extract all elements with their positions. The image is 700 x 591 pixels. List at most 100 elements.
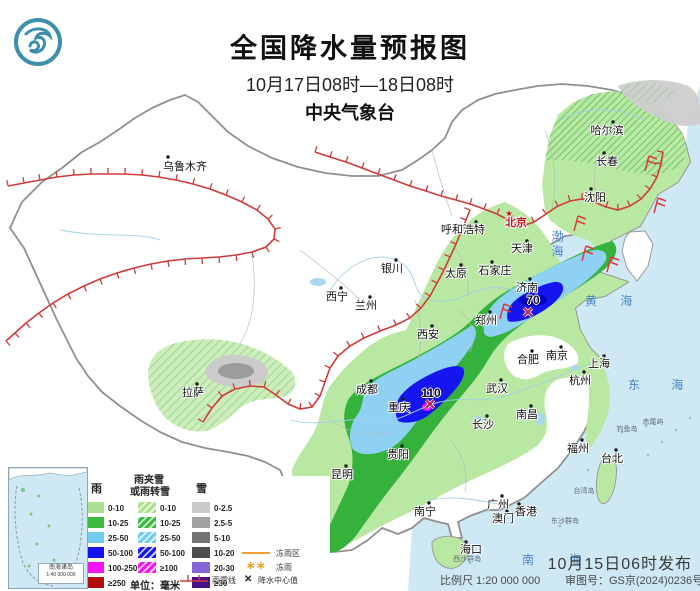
- legend-sleet-title-2: 或雨转雪: [130, 487, 170, 498]
- island-label-chiweiyu: 赤尾屿: [642, 419, 664, 426]
- inset-title-box: 南海诸岛 1:40 000 000: [38, 563, 84, 584]
- legend-label-sleet-4: ≥100: [160, 564, 178, 573]
- legend-swatch-rain-4: [86, 562, 104, 573]
- city-label-jinan: 济南: [516, 282, 538, 294]
- publish-time: 10月15日06时发布: [547, 556, 692, 573]
- legend-label-snow-5: ≥30: [214, 579, 228, 588]
- legend-center-value-label: 降水中心值: [258, 576, 298, 585]
- legend-swatch-sleet-3: [138, 547, 156, 558]
- city-label-tianjin: 天津: [511, 243, 533, 255]
- city-label-chongqing: 重庆: [388, 402, 410, 414]
- city-label-xianggang: 香港: [515, 506, 537, 518]
- island-label-taiwan: 台湾岛: [573, 488, 595, 495]
- legend-swatch-rain-0: [86, 502, 104, 513]
- city-label-changchun: 长春: [596, 156, 618, 168]
- city-label-kunming: 昆明: [331, 469, 353, 481]
- sea-label-donghai: 东 海: [628, 378, 698, 392]
- precip-value-chongqing: 110: [421, 386, 441, 400]
- freezing-rain-icon: ∗∗: [246, 560, 267, 572]
- center-value-icon: ✕: [244, 574, 253, 585]
- legend-label-snow-3: 10-20: [214, 549, 235, 558]
- legend-swatch-snow-2: [192, 532, 210, 543]
- island-label-diaoyudao: 钓鱼岛: [616, 426, 638, 433]
- city-label-urumqi: 乌鲁木齐: [163, 161, 207, 173]
- island-label-dongsha: 东沙群岛: [551, 518, 579, 525]
- city-label-guangzhou: 广州: [487, 499, 509, 511]
- inset-scale: 1:40 000 000: [46, 572, 76, 579]
- city-label-xining: 西宁: [326, 291, 348, 303]
- sea-area: [408, 85, 700, 591]
- city-label-hefei: 合肥: [517, 354, 539, 366]
- city-label-aomen: 澳门: [492, 513, 514, 525]
- legend-label-rain-3: 50-100: [108, 549, 133, 558]
- city-label-nanjing: 南京: [546, 350, 568, 362]
- city-label-nanchang: 南昌: [516, 409, 538, 421]
- city-label-nanning: 南宁: [414, 506, 436, 518]
- legend-rain-snow-line-label: 雨雪线: [212, 576, 236, 585]
- rain-snow-line-icon: [180, 575, 208, 582]
- legend-freezing-label: 冻雨: [276, 563, 292, 572]
- legend-swatch-snow-5: [192, 577, 210, 588]
- south-china-sea-inset: 南海诸岛 1:40 000 000: [8, 467, 88, 589]
- legend-swatch-rain-2: [86, 532, 104, 543]
- legend: 雨 雨夹雪 或雨转雪 雪 0-10 10-25 25-50 50-100 100…: [84, 475, 330, 591]
- city-label-lanzhou: 兰州: [355, 300, 377, 312]
- small-islands: [468, 416, 692, 565]
- legend-label-snow-2: 5-10: [214, 534, 231, 543]
- legend-swatch-snow-1: [192, 517, 210, 528]
- legend-unit: 单位：毫米: [130, 581, 180, 591]
- legend-swatch-snow-3: [192, 547, 210, 558]
- legend-label-rain-5: ≥250: [108, 579, 126, 588]
- legend-label-sleet-3: 50-100: [160, 549, 185, 558]
- city-label-lhasa: 拉萨: [182, 387, 204, 399]
- cma-logo: [14, 18, 62, 66]
- legend-swatch-sleet-1: [138, 517, 156, 528]
- sea-label-nanhai: 南 海: [522, 553, 598, 567]
- legend-label-sleet-2: 25-50: [160, 534, 181, 543]
- legend-label-rain-4: 100-250: [108, 564, 138, 573]
- legend-label-rain-0: 0-10: [108, 504, 125, 513]
- inset-title: 南海诸岛: [48, 565, 73, 571]
- legend-label-snow-1: 2.5-5: [214, 519, 233, 528]
- city-label-fuzhou: 福州: [567, 443, 589, 455]
- korea-peninsula: [621, 230, 654, 282]
- legend-label-snow-4: 20-30: [214, 564, 235, 573]
- city-label-shanghai: 上海: [588, 358, 610, 370]
- city-label-yinchuan: 银川: [381, 263, 403, 275]
- legend-label-rain-2: 25-50: [108, 534, 129, 543]
- map-agency: 中央气象台: [305, 103, 395, 123]
- legend-label-sleet-0: 0-10: [160, 504, 177, 513]
- legend-swatch-rain-5: [86, 577, 104, 588]
- city-label-shijiazhuang: 石家庄: [478, 265, 512, 277]
- legend-swatch-snow-0: [192, 502, 210, 513]
- sea-label-bohai: 渤海: [550, 230, 564, 260]
- city-label-shenyang: 沈阳: [584, 192, 606, 204]
- beijing-star-icon: ★: [504, 208, 514, 219]
- legend-swatch-sleet-4: [138, 562, 156, 573]
- city-label-xian: 西安: [417, 329, 439, 341]
- legend-swatch-rain-3: [86, 547, 104, 558]
- map-approval-number: 审图号：GS京(2024)0236号: [565, 575, 700, 587]
- sea-label-huanghai: 黄 海: [585, 294, 643, 308]
- precip-center-markers: [424, 306, 534, 410]
- legend-sleet-title-1: 雨夹雪: [134, 475, 164, 486]
- city-label-beijing: 北京: [505, 217, 527, 229]
- legend-swatch-snow-4: [192, 562, 210, 573]
- city-label-haikou: 海口: [460, 544, 482, 556]
- city-label-taipei: 台北: [601, 453, 623, 465]
- legend-label-snow-0: 0-2.5: [214, 504, 233, 513]
- city-label-taiyuan: 太原: [445, 268, 467, 280]
- precip-value-jinan: 70: [526, 293, 540, 307]
- city-label-guiyang: 贵阳: [387, 449, 409, 461]
- city-dots: [166, 120, 618, 544]
- legend-label-rain-1: 10-25: [108, 519, 129, 528]
- rain-snow-lines: [5, 146, 664, 423]
- city-label-hohhot: 呼和浩特: [441, 224, 485, 236]
- map-scale: 比例尺 1:20 000 000: [440, 575, 541, 587]
- city-label-harbin: 哈尔滨: [590, 125, 624, 137]
- island-label-xisha: 西沙群岛: [453, 556, 481, 563]
- legend-swatch-rain-1: [86, 517, 104, 528]
- legend-swatch-sleet-2: [138, 532, 156, 543]
